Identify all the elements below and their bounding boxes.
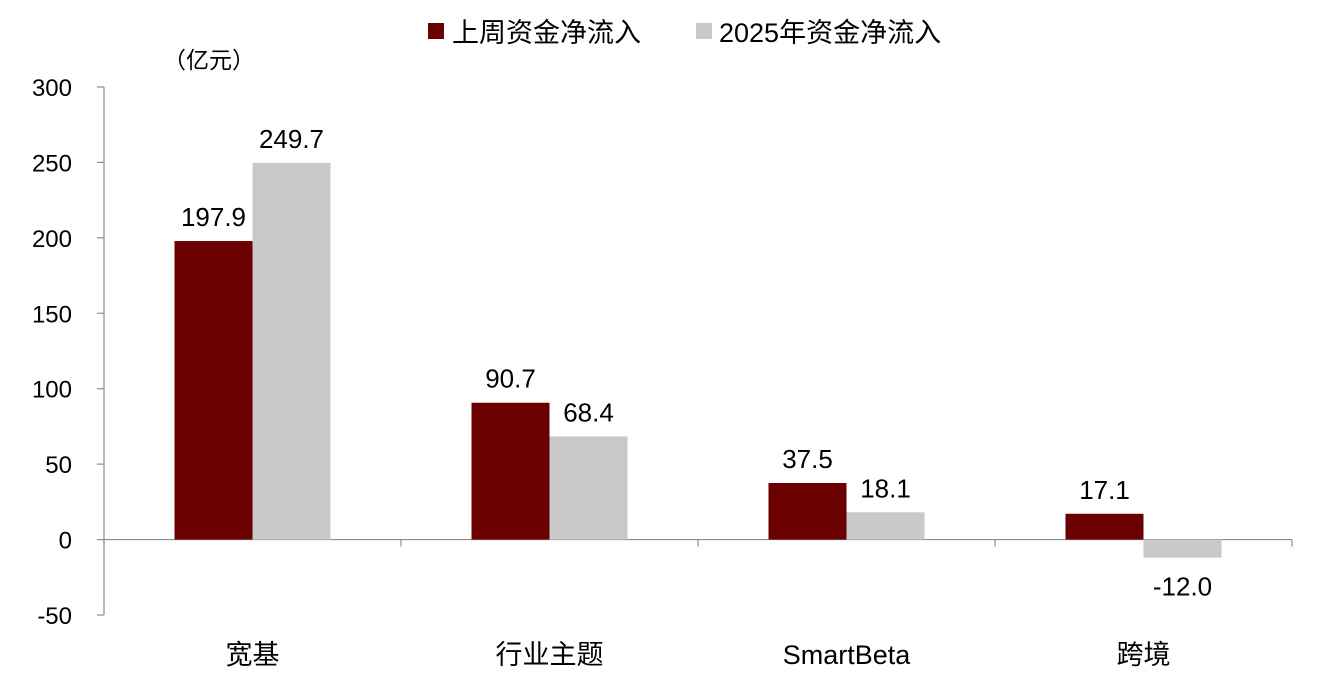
x-category-label: 跨境	[1117, 640, 1171, 670]
data-label: 90.7	[485, 364, 536, 394]
y-axis-unit: （亿元）	[163, 47, 255, 73]
legend-label-last-week: 上周资金净流入	[452, 18, 641, 48]
legend-swatch-2025	[696, 23, 712, 39]
bar-series-0	[1065, 513, 1144, 540]
y-tick-label: -50	[37, 603, 72, 630]
legend-label-2025: 2025年资金净流入	[719, 18, 941, 48]
y-tick-label: 150	[32, 301, 72, 328]
x-category-label: SmartBeta	[783, 640, 912, 670]
legend-swatch-last-week	[428, 23, 444, 39]
y-tick-label: 50	[45, 452, 72, 479]
bars	[174, 162, 1222, 558]
data-label: 197.9	[181, 202, 246, 232]
x-axis-ticks: 宽基 行业主题 SmartBeta 跨境	[226, 640, 1171, 670]
data-label: 18.1	[860, 473, 911, 503]
data-label: 17.1	[1079, 475, 1130, 505]
data-label: -12.0	[1153, 572, 1212, 602]
data-label: 249.7	[259, 124, 324, 154]
bar-series-0	[471, 402, 550, 540]
legend: 上周资金净流入 2025年资金净流入	[428, 18, 941, 48]
data-label: 68.4	[563, 397, 614, 427]
bar-series-0	[768, 483, 847, 540]
x-category-label: 行业主题	[496, 640, 604, 670]
y-tick-label: 100	[32, 377, 72, 404]
data-labels: 197.9 249.7 90.7 68.4 37.5 18.1 17.1 -12.0	[181, 124, 1212, 602]
bar-series-1	[549, 436, 628, 540]
x-category-label: 宽基	[226, 640, 280, 670]
y-tick-label: 250	[32, 150, 72, 177]
y-axis-ticks: 300 250 200 150 100 50 0 -50	[32, 75, 72, 630]
data-label: 37.5	[782, 444, 833, 474]
bar-series-1	[846, 512, 925, 540]
y-tick-label: 300	[32, 75, 72, 102]
bar-series-0	[174, 241, 253, 540]
bar-series-1	[252, 162, 331, 540]
bar-series-1	[1143, 539, 1222, 558]
y-tick-label: 0	[59, 528, 72, 555]
y-tick-label: 200	[32, 226, 72, 253]
